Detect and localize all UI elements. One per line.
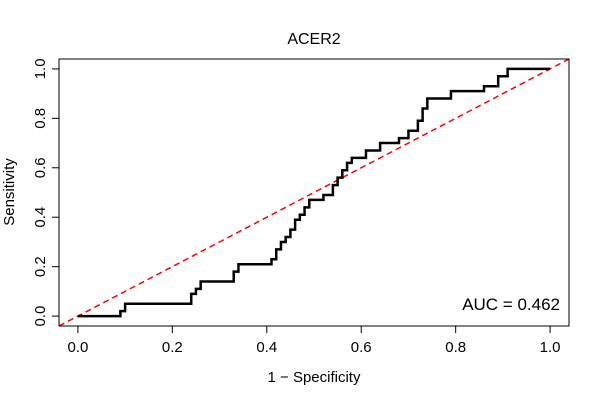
x-tick-label: 1.0	[540, 339, 561, 356]
y-axis: 0.0 0.2 0.4 0.6 0.8 1.0	[32, 58, 60, 327]
y-tick-label: 1.0	[32, 58, 49, 79]
y-tick-label: 0.4	[32, 207, 49, 228]
x-tick-label: 0.2	[162, 339, 183, 356]
reference-diagonal-line	[59, 59, 569, 326]
y-axis-label: Sensitivity	[1, 158, 18, 226]
y-tick-label: 0.6	[32, 157, 49, 178]
x-axis-label: 1 − Specificity	[268, 369, 361, 386]
x-tick-label: 0.0	[67, 339, 88, 356]
y-tick-label: 0.0	[32, 306, 49, 327]
x-tick-label: 0.8	[445, 339, 466, 356]
x-tick-label: 0.4	[256, 339, 277, 356]
chart-title: ACER2	[287, 31, 340, 48]
x-axis: 0.0 0.2 0.4 0.6 0.8 1.0	[67, 325, 561, 356]
roc-curve-line	[77, 67, 551, 318]
auc-annotation: AUC = 0.462	[462, 295, 560, 314]
plot-frame	[58, 58, 570, 327]
y-tick-label: 0.8	[32, 108, 49, 129]
x-tick-label: 0.6	[351, 339, 372, 356]
y-tick-label: 0.2	[32, 256, 49, 277]
